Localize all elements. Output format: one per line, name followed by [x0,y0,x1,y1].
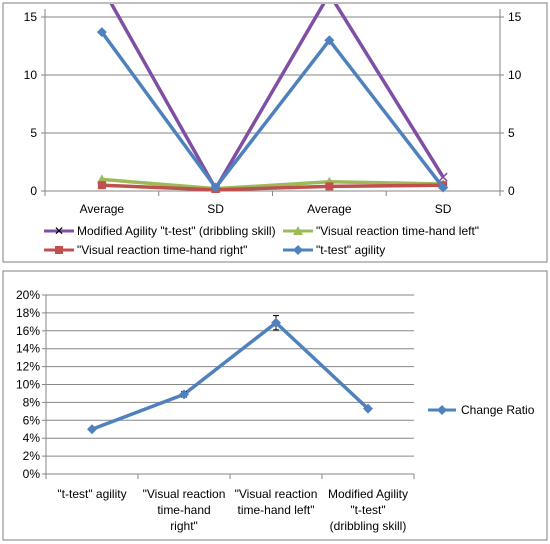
x-tick-label: SD [435,202,452,216]
x-tick-label-line: time-hand left" [238,503,315,517]
legend-item: "t-test" agility [283,243,385,257]
legend-marker-diamond [437,405,447,415]
x-tick-label: Average [307,202,352,216]
legend-marker-x: ✕ [54,224,64,238]
chart-bottom: 0% 2% 4% 6% 8% 10% 12% 14% 16% 18% 20% "t-test" ag… [2,270,548,541]
data-point [96,27,107,38]
x-tick-label: "t-test" agility [57,487,126,501]
x-tick-label: "Visual reaction time-hand right" [143,487,226,533]
y-tick-label: 0 [30,184,37,198]
series-line [101,183,444,192]
legend-marker-triangle [293,226,303,235]
data-point [179,389,189,400]
data-point [96,174,107,184]
y-tick-label: 12% [16,360,40,374]
legend-label: "Visual reaction time-hand right" [77,243,247,257]
x-tick-label-line: "Visual reaction [235,487,318,501]
data-point-stroke [438,172,448,182]
legend-label: Change Ratio [461,403,535,417]
data-point [87,424,97,435]
data-point [363,403,373,414]
x-tick-label-line: "t-test" [350,503,385,517]
x-tick-label: Average [80,202,125,216]
y-tick-label: 4% [23,431,41,445]
y-tick-label: 6% [23,413,41,427]
legend-label: "Visual reaction time-hand left" [316,224,479,238]
series-line [100,31,445,190]
data-point [438,182,449,193]
y2-tick-label: 0 [508,184,515,198]
data-point [438,172,448,182]
legend-label: Modified Agility "t-test" (dribbling ski… [77,224,276,238]
legend-item: "Visual reaction time-hand left" [283,224,479,238]
x-tick-label-line: Modified Agility [328,487,408,501]
x-tick-label-line: "t-test" agility [57,487,126,501]
legend-item: "Visual reaction time-hand right" [44,243,247,257]
data-point [324,35,335,46]
y-tick-label: 14% [16,342,40,356]
data-point [97,181,106,190]
x-tick-label-line: (dribbling skill) [330,519,407,533]
y-tick-label: 0% [23,467,41,481]
y2-tick-label: 15 [508,10,522,24]
data-point [210,182,221,193]
legend-marker-square [55,246,63,254]
y-tick-label: 2% [23,449,41,463]
y-tick-label: 18% [16,306,40,320]
chart-top-legend: ✕ Modified Agility "t-test" (dribbling s… [44,224,479,257]
series-line [101,177,444,191]
y-tick-label: 8% [23,395,41,409]
x-tick-label: "Visual reaction time-hand left" [235,487,318,517]
chart-bottom-legend: Change Ratio [428,403,535,417]
x-tick-label: SD [207,202,224,216]
data-point [271,317,281,328]
y-tick-label: 10% [16,378,40,392]
x-tick-label-line: "Visual reaction [143,487,226,501]
y-tick-label: 10 [24,68,38,82]
y-tick-label: 16% [16,324,40,338]
x-tick-label: Modified Agility "t-test" (dribbling skill… [328,487,408,533]
x-tick-label-line: right" [170,519,198,533]
data-point [325,182,334,191]
legend-label: "t-test" agility [316,243,385,257]
x-tick-label-line: time-hand [157,503,210,517]
series-line [109,4,445,191]
y-tick-label: 15 [24,10,38,24]
series-line [91,320,370,431]
legend-marker-diamond [293,245,303,255]
legend-item: ✕ Modified Agility "t-test" (dribbling s… [44,224,276,238]
y-tick-label: 20% [16,288,40,302]
chart-top: 0 5 10 15 0 5 10 15 Average SD Average SD ✕ Modif… [2,2,548,263]
y2-tick-label: 5 [508,126,515,140]
y2-tick-label: 10 [508,68,522,82]
y-tick-label: 5 [30,126,37,140]
